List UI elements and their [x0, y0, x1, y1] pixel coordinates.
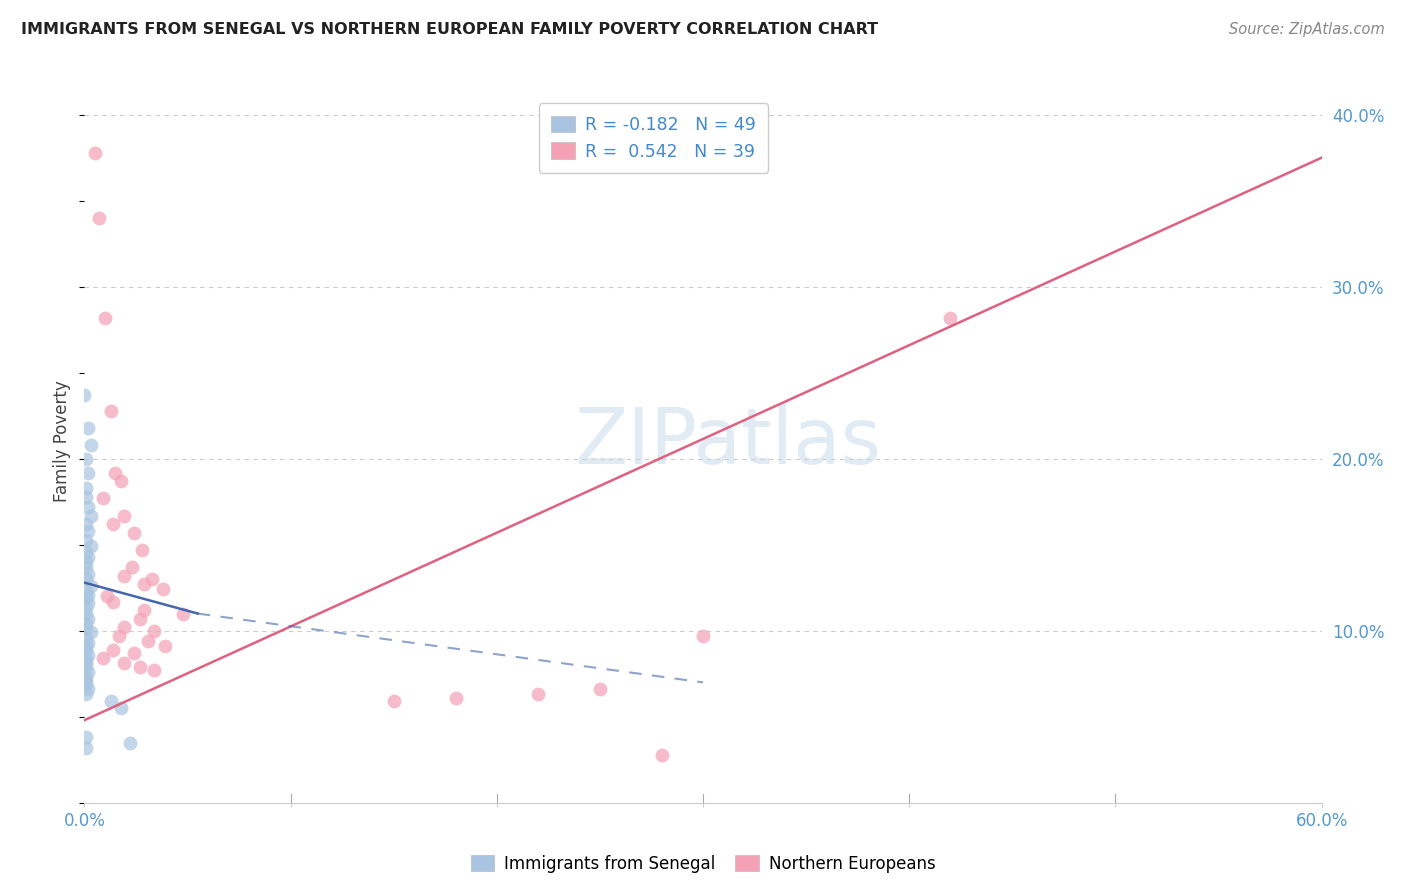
Point [692, 629, 714, 643]
Point [75, 560, 97, 574]
Point [382, 694, 405, 708]
Point [108, 629, 131, 643]
Point [110, 474, 132, 488]
Point [75, 677, 97, 691]
Point [122, 646, 145, 660]
Point [141, 572, 163, 586]
Point [75, 591, 97, 606]
Point [91, 651, 114, 665]
Text: Source: ZipAtlas.com: Source: ZipAtlas.com [1229, 22, 1385, 37]
Point [103, 594, 125, 608]
Point [153, 639, 176, 653]
Point [104, 466, 127, 480]
Point [91, 491, 114, 506]
Point [75, 731, 97, 745]
Point [172, 607, 194, 621]
Point [75, 616, 97, 631]
Point [589, 682, 612, 697]
Point [143, 624, 166, 638]
Point [87, 211, 110, 225]
Point [103, 517, 125, 532]
Point [79, 579, 101, 593]
Point [939, 310, 962, 325]
Point [131, 542, 153, 557]
Point [75, 673, 97, 688]
Point [112, 620, 135, 634]
Point [75, 622, 97, 636]
Legend: R = -0.182   N = 49, R =  0.542   N = 39: R = -0.182 N = 49, R = 0.542 N = 39 [538, 103, 769, 173]
Point [75, 660, 97, 674]
Point [77, 682, 100, 697]
Point [77, 421, 100, 435]
Point [77, 549, 100, 564]
Point [100, 403, 122, 417]
Point [110, 701, 132, 715]
Point [136, 634, 159, 648]
Point [75, 517, 97, 532]
Point [77, 636, 100, 650]
Point [75, 481, 97, 495]
Point [77, 648, 100, 662]
Point [129, 612, 152, 626]
Point [75, 451, 97, 466]
Point [79, 625, 101, 640]
Point [96, 590, 118, 604]
Text: IMMIGRANTS FROM SENEGAL VS NORTHERN EUROPEAN FAMILY POVERTY CORRELATION CHART: IMMIGRANTS FROM SENEGAL VS NORTHERN EURO… [21, 22, 879, 37]
Point [75, 642, 97, 657]
Text: ZIPatlas: ZIPatlas [574, 403, 882, 480]
Point [129, 660, 152, 674]
Point [527, 687, 550, 701]
Point [77, 665, 100, 679]
Point [651, 747, 673, 762]
Point [75, 572, 97, 586]
Point [77, 612, 100, 626]
Point [77, 596, 100, 610]
Point [134, 603, 156, 617]
Point [79, 540, 101, 554]
Point [77, 567, 100, 582]
Point [77, 524, 100, 538]
Point [118, 735, 141, 749]
Point [152, 582, 174, 597]
Point [79, 438, 101, 452]
Legend: Immigrants from Senegal, Northern Europeans: Immigrants from Senegal, Northern Europe… [464, 848, 942, 880]
Point [75, 657, 97, 671]
Point [143, 664, 166, 678]
Point [134, 577, 156, 591]
Point [75, 639, 97, 653]
Point [112, 657, 135, 671]
Point [75, 533, 97, 547]
Y-axis label: Family Poverty: Family Poverty [53, 381, 72, 502]
Point [121, 560, 143, 574]
Point [75, 544, 97, 558]
Point [75, 490, 97, 504]
Point [75, 740, 97, 755]
Point [77, 500, 100, 514]
Point [103, 642, 125, 657]
Point [73, 388, 96, 402]
Point [75, 584, 97, 599]
Point [112, 508, 135, 523]
Point [75, 601, 97, 615]
Point [100, 694, 122, 708]
Point [94, 310, 117, 325]
Point [112, 568, 135, 582]
Point [83, 145, 105, 160]
Point [75, 653, 97, 667]
Point [122, 525, 145, 540]
Point [75, 555, 97, 569]
Point [75, 670, 97, 684]
Point [79, 508, 101, 523]
Point [75, 607, 97, 621]
Point [77, 588, 100, 602]
Point [75, 687, 97, 701]
Point [75, 631, 97, 645]
Point [444, 690, 467, 705]
Point [77, 466, 100, 480]
